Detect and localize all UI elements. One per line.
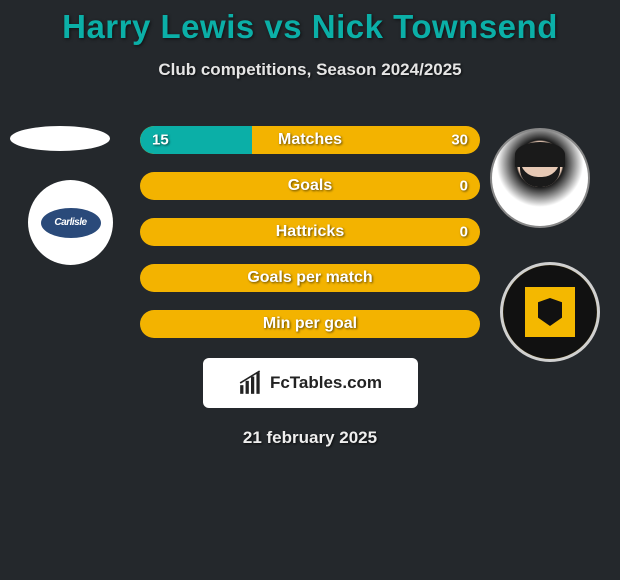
page-title: Harry Lewis vs Nick Townsend xyxy=(0,8,620,46)
player-left-club-badge: Carlisle xyxy=(28,180,113,265)
stat-value-right: 0 xyxy=(460,224,468,241)
comparison-card: Harry Lewis vs Nick Townsend Club compet… xyxy=(0,0,620,448)
stat-label: Hattricks xyxy=(276,223,344,241)
stat-row: Hattricks 0 xyxy=(140,218,480,246)
player-right-avatar xyxy=(490,128,590,228)
brand-badge[interactable]: FcTables.com xyxy=(203,358,418,408)
stat-value-right: 0 xyxy=(460,178,468,195)
player-right-club-badge xyxy=(500,262,600,362)
brand-text: FcTables.com xyxy=(270,373,382,393)
carlisle-logo: Carlisle xyxy=(41,208,101,238)
date-label: 21 february 2025 xyxy=(0,428,620,448)
stat-label: Matches xyxy=(278,131,342,149)
shield-icon xyxy=(538,298,562,326)
stat-label: Goals per match xyxy=(247,269,372,287)
stat-row: 15 Matches 30 xyxy=(140,126,480,154)
player-left-avatar xyxy=(10,126,110,151)
stat-row: Min per goal xyxy=(140,310,480,338)
content-area: Carlisle 15Matches30Goals0Hattricks0Goal… xyxy=(0,108,620,358)
stat-value-left: 15 xyxy=(152,132,169,149)
stat-row: Goals 0 xyxy=(140,172,480,200)
stat-label: Goals xyxy=(288,177,332,195)
newport-logo xyxy=(525,287,575,337)
bar-chart-icon xyxy=(238,370,264,396)
subtitle: Club competitions, Season 2024/2025 xyxy=(0,60,620,80)
stat-label: Min per goal xyxy=(263,315,357,333)
stat-row: Goals per match xyxy=(140,264,480,292)
stats-bars: 15 Matches 30 Goals 0 Hattricks 0 Goals per mat… xyxy=(140,126,480,356)
stat-value-right: 30 xyxy=(451,132,468,149)
